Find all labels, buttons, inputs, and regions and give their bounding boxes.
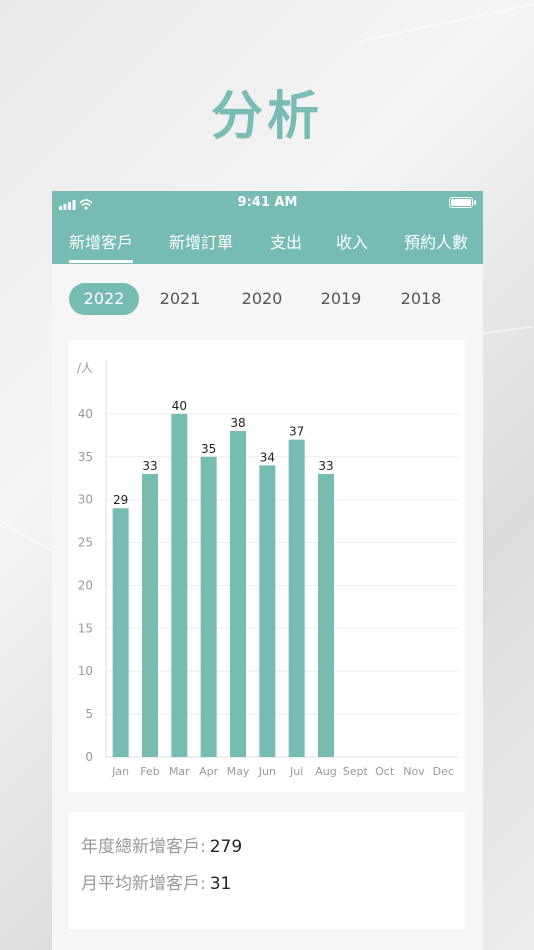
x-tick-label: Nov (403, 765, 425, 778)
summary-card: 年度總新增客戶: 279 月平均新增客戶: 31 (69, 812, 465, 929)
y-tick-label: 35 (78, 450, 93, 464)
year-option-2018[interactable]: 2018 (400, 289, 442, 308)
tab-income[interactable]: 收入 (336, 233, 369, 252)
bar-apr (200, 456, 217, 757)
monthly-average-row: 月平均新增客戶: 31 (81, 869, 231, 894)
x-tick-label: Jul (289, 765, 303, 778)
phone-frame: 9:41 AM 新增客戶 新增訂單 支出 收入 預約人數 2022 2021 2… (52, 191, 483, 950)
bar-aug (318, 473, 334, 757)
chart-card: /人 0 5 10 15 20 25 30 35 40 29 Jan 33 Feb 40 Mar 35 Apr 38… (69, 340, 465, 792)
data-label: 38 (230, 416, 245, 430)
status-bar: 9:41 AM (52, 191, 483, 215)
y-tick-label: 20 (78, 578, 93, 592)
y-tick-label: 30 (78, 493, 93, 507)
data-label: 35 (201, 442, 216, 456)
year-option-2022[interactable]: 2022 (69, 283, 139, 315)
bar-may (230, 431, 246, 757)
year-selector: 2022 2021 2020 2019 2018 (52, 264, 483, 334)
year-option-2021[interactable]: 2021 (159, 289, 201, 308)
x-tick-label: Aug (315, 765, 336, 778)
battery-icon (449, 197, 476, 208)
year-option-2020[interactable]: 2020 (241, 289, 283, 308)
tab-appointments[interactable]: 預約人數 (404, 233, 469, 252)
data-label: 40 (172, 399, 187, 413)
bar-mar (171, 413, 188, 757)
bar-jun (259, 465, 276, 757)
tab-new-orders[interactable]: 新增訂單 (169, 233, 234, 252)
new-customers-bar-chart: /人 0 5 10 15 20 25 30 35 40 29 Jan 33 Feb 40 Mar 35 Apr 38… (77, 360, 458, 778)
x-tick-label: Sept (343, 765, 369, 778)
monthly-average-label: 月平均新增客戶: (81, 874, 206, 894)
bar-jul (288, 439, 305, 757)
x-tick-label: Apr (199, 765, 219, 778)
x-tick-label: Dec (433, 765, 454, 778)
data-label: 33 (318, 459, 333, 473)
status-time: 9:41 AM (237, 195, 298, 210)
y-tick-label: 25 (78, 536, 93, 550)
tab-expenses[interactable]: 支出 (270, 233, 303, 252)
data-label: 29 (113, 493, 128, 507)
y-tick-label: 10 (78, 664, 93, 678)
tab-new-customers[interactable]: 新增客戶 (69, 233, 134, 252)
x-tick-label: Oct (375, 765, 395, 778)
monthly-average-value: 31 (209, 874, 232, 894)
data-label: 37 (289, 425, 304, 439)
data-label: 34 (260, 450, 275, 464)
y-tick-label: 15 (78, 621, 93, 635)
y-tick-label: 5 (85, 707, 93, 721)
data-label: 33 (142, 459, 157, 473)
x-tick-label: Feb (140, 765, 159, 778)
x-tick-label: Jan (111, 765, 129, 778)
annual-total-label: 年度總新增客戶: (81, 837, 206, 857)
background-decoration (359, 0, 534, 42)
tab-bar: 新增客戶 新增訂單 支出 收入 預約人數 (52, 215, 483, 264)
bar-feb (142, 473, 158, 757)
bar-jan (112, 508, 129, 757)
annual-total-row: 年度總新增客戶: 279 (81, 832, 242, 857)
year-option-2019[interactable]: 2019 (320, 289, 362, 308)
x-tick-label: Mar (169, 765, 190, 778)
y-axis-unit-label: /人 (77, 361, 93, 375)
signal-wifi-icon (59, 199, 93, 210)
x-tick-label: Jun (258, 765, 276, 778)
y-tick-label: 40 (78, 407, 93, 421)
annual-total-value: 279 (209, 837, 243, 857)
y-tick-label: 0 (85, 750, 93, 764)
page-headline: 分析 (210, 87, 323, 147)
active-tab-indicator (69, 260, 133, 263)
x-tick-label: May (227, 765, 250, 778)
